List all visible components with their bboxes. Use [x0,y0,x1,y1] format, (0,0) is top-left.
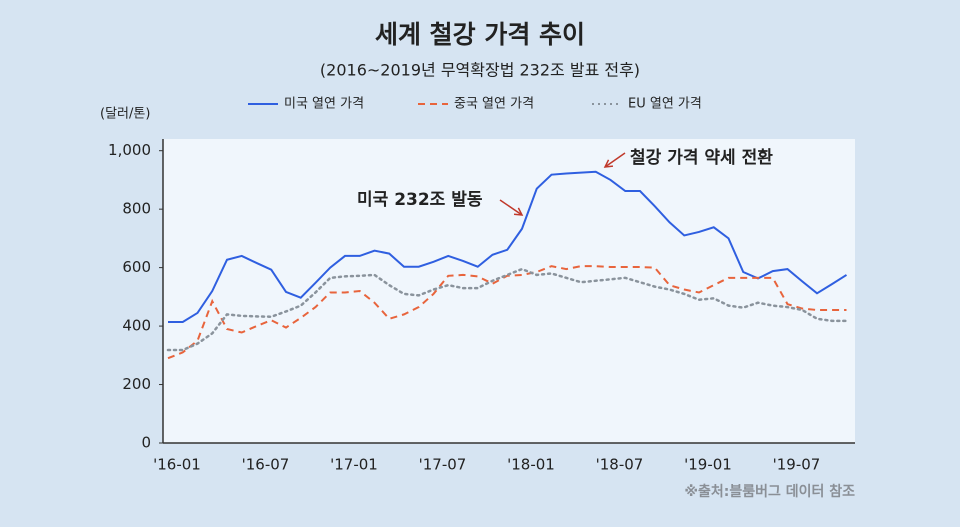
x-tick-label: '17-01 [330,456,378,474]
legend-label: 미국 열연 가격 [284,97,364,112]
chart-title: 세계 철강 가격 추이 [375,20,585,49]
y-tick-label: 600 [122,258,151,276]
chart-subtitle: (2016~2019년 무역확장법 232조 발표 전후) [320,61,640,80]
legend-label: 중국 열연 가격 [454,97,534,112]
x-tick-label: '16-01 [153,456,201,474]
annotation-arrowhead [513,207,524,216]
x-tick-label: '19-07 [773,456,821,474]
legend-label: EU 열연 가격 [628,97,702,112]
y-tick-label: 400 [122,317,151,335]
y-tick-label: 1,000 [108,141,151,159]
x-tick-label: '19-01 [684,456,732,474]
series-line [167,265,847,360]
annotation-arrow [499,199,523,216]
x-tick-label: '16-07 [242,456,290,474]
x-tick-label: '18-01 [507,456,555,474]
annotation-arrow [604,152,626,168]
series-line [168,170,848,323]
source: ※출처:블룸버그 데이터 참조 [684,483,855,500]
annotation: 미국 232조 발동 [357,190,483,210]
y-tick-label: 0 [141,434,151,452]
y-tick-label: 200 [122,375,151,393]
annotation-arrowhead [603,159,614,168]
y-axis-label: (달러/톤) [100,107,150,122]
x-tick-label: '18-07 [596,456,644,474]
series-line [166,267,848,352]
annotation: 철강 가격 약세 전환 [630,147,773,168]
y-tick-label: 800 [122,200,151,218]
plot-area [163,139,855,443]
x-tick-label: '17-07 [419,456,467,474]
